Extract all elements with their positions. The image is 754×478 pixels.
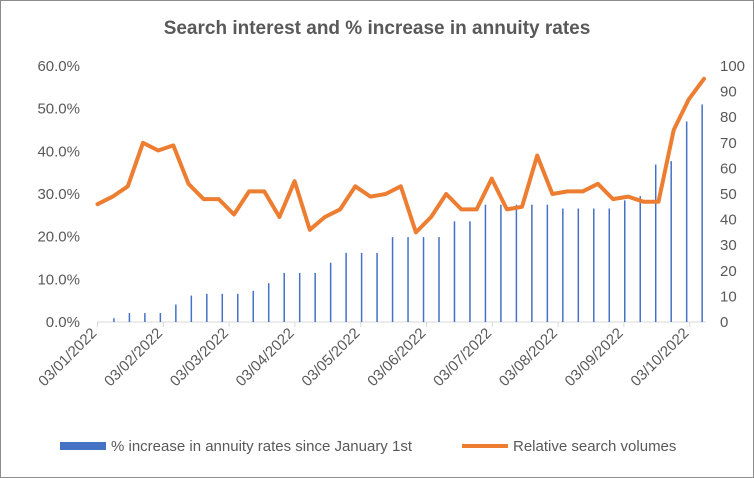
- y-right-tick-label: 80: [720, 109, 737, 126]
- x-tick-label: 03/01/2022: [35, 325, 100, 390]
- bar: [190, 295, 193, 322]
- bar: [175, 304, 177, 322]
- y-left-tick-label: 0.0%: [46, 314, 80, 331]
- bar: [113, 318, 115, 322]
- bar: [221, 293, 224, 322]
- y-left-tick-label: 60.0%: [37, 58, 80, 75]
- bar: [407, 237, 409, 322]
- bar: [422, 237, 425, 322]
- bar: [252, 290, 254, 322]
- legend-bar-label: % increase in annuity rates since Januar…: [111, 438, 413, 455]
- x-tick-label: 03/03/2022: [167, 325, 232, 390]
- bar: [562, 208, 564, 322]
- y-right-tick-label: 20: [720, 263, 737, 280]
- bar: [438, 237, 440, 322]
- x-tick-label: 03/02/2022: [101, 325, 166, 390]
- bar: [608, 208, 611, 322]
- bar: [376, 252, 378, 322]
- bar: [283, 272, 285, 322]
- y-left-tick-label: 40.0%: [37, 143, 80, 160]
- y-left-tick-label: 20.0%: [37, 229, 80, 246]
- bar: [654, 164, 657, 322]
- bar: [360, 252, 363, 322]
- y-left-tick-label: 30.0%: [37, 186, 80, 203]
- x-tick-label: 03/07/2022: [430, 325, 495, 390]
- x-tick-label: 03/06/2022: [364, 325, 429, 390]
- bar: [546, 204, 549, 322]
- bar: [531, 204, 533, 322]
- bar: [624, 200, 626, 322]
- bar: [639, 196, 641, 322]
- bar: [469, 221, 471, 322]
- y-right-tick-label: 0: [720, 314, 728, 331]
- y-left-tick-label: 10.0%: [37, 271, 80, 288]
- bar: [593, 208, 595, 322]
- y-left-tick-label: 50.0%: [37, 101, 80, 118]
- bar: [206, 293, 208, 322]
- bar: [670, 161, 672, 322]
- y-right-tick-label: 10: [720, 288, 737, 305]
- y-right-tick-label: 100: [720, 58, 745, 75]
- x-tick-label: 03/08/2022: [496, 325, 561, 390]
- bar: [159, 313, 162, 322]
- bar: [267, 283, 270, 322]
- y-right-tick-label: 30: [720, 237, 737, 254]
- bar: [329, 262, 332, 322]
- bar: [500, 204, 502, 322]
- bar: [701, 104, 703, 323]
- bar: [685, 121, 688, 322]
- bar: [144, 313, 146, 322]
- bar: [577, 208, 580, 322]
- x-tick-label: 03/09/2022: [562, 325, 627, 390]
- legend-line-label: Relative search volumes: [513, 438, 676, 455]
- bar: [314, 272, 316, 322]
- x-tick-label: 03/05/2022: [298, 325, 363, 390]
- bar: [298, 272, 301, 322]
- bar: [391, 237, 394, 322]
- chart-title: Search interest and % increase in annuit…: [163, 18, 591, 39]
- bar: [345, 252, 347, 322]
- y-right-tick-label: 60: [720, 160, 737, 177]
- search-volume-line: [95, 76, 706, 235]
- bar: [484, 204, 487, 322]
- y-right-tick-label: 50: [720, 186, 737, 203]
- bar: [453, 221, 456, 322]
- bar: [515, 204, 518, 322]
- y-right-tick-label: 90: [720, 84, 737, 101]
- y-right-tick-label: 70: [720, 135, 737, 152]
- bar: [237, 293, 239, 322]
- y-right-tick-label: 40: [720, 212, 737, 229]
- x-tick-label: 03/04/2022: [233, 325, 298, 390]
- legend-bar-swatch: [60, 442, 106, 450]
- x-tick-label: 03/10/2022: [627, 325, 692, 390]
- bar: [128, 313, 131, 322]
